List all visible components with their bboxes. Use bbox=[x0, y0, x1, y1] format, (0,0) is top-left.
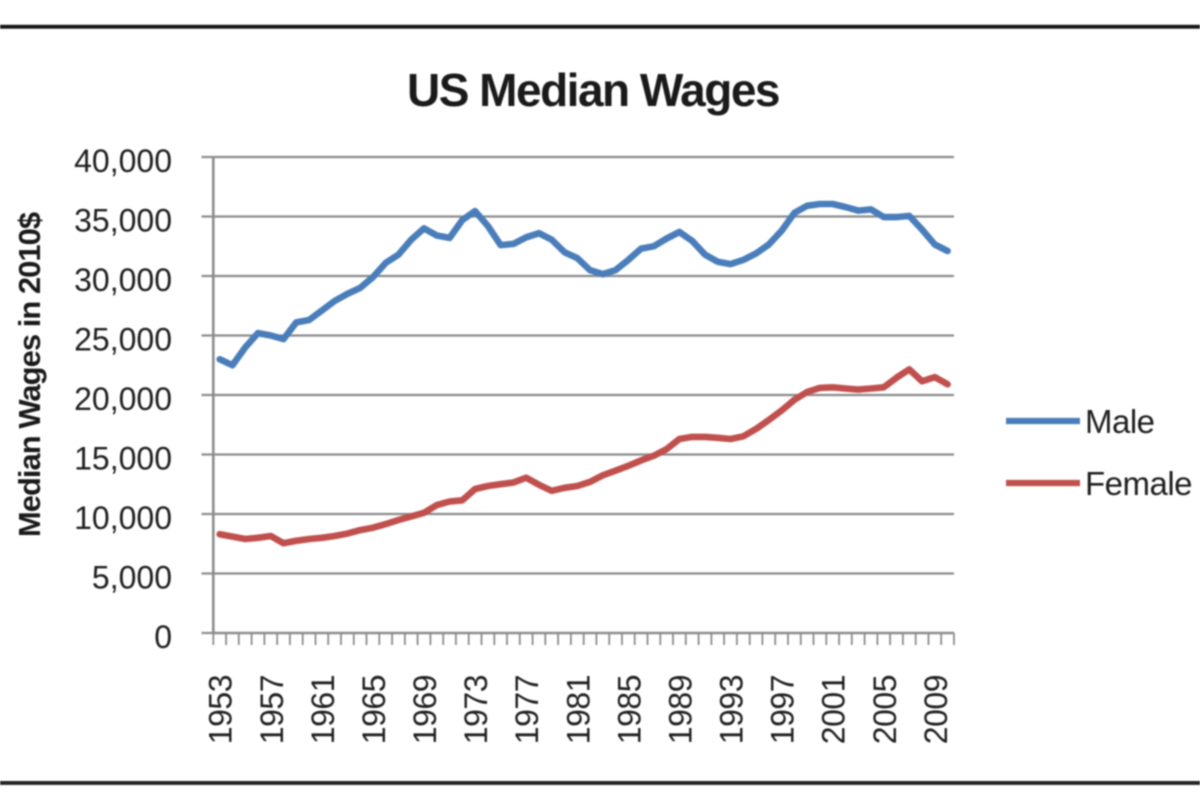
svg-text:35,000: 35,000 bbox=[74, 203, 172, 239]
svg-text:10,000: 10,000 bbox=[74, 500, 172, 536]
svg-text:1993: 1993 bbox=[714, 675, 750, 744]
svg-text:20,000: 20,000 bbox=[74, 381, 172, 417]
svg-text:1981: 1981 bbox=[560, 675, 596, 744]
svg-text:Male: Male bbox=[1085, 403, 1155, 440]
svg-text:1997: 1997 bbox=[765, 675, 801, 744]
svg-text:1957: 1957 bbox=[254, 675, 290, 744]
svg-text:2001: 2001 bbox=[816, 675, 852, 744]
svg-text:30,000: 30,000 bbox=[74, 262, 172, 298]
svg-text:1989: 1989 bbox=[662, 675, 698, 744]
svg-text:2009: 2009 bbox=[918, 675, 954, 744]
svg-text:US Median Wages: US Median Wages bbox=[407, 64, 779, 116]
svg-text:5,000: 5,000 bbox=[92, 560, 172, 596]
svg-text:0: 0 bbox=[154, 619, 172, 655]
svg-text:1965: 1965 bbox=[356, 675, 392, 744]
svg-text:Median Wages in 2010$: Median Wages in 2010$ bbox=[12, 212, 47, 537]
svg-text:1953: 1953 bbox=[203, 675, 239, 744]
svg-text:1977: 1977 bbox=[509, 675, 545, 744]
svg-text:1969: 1969 bbox=[407, 675, 443, 744]
svg-text:2005: 2005 bbox=[867, 675, 903, 744]
svg-text:Female: Female bbox=[1085, 465, 1192, 502]
svg-text:1973: 1973 bbox=[458, 675, 494, 744]
svg-text:25,000: 25,000 bbox=[74, 322, 172, 358]
svg-text:15,000: 15,000 bbox=[74, 441, 172, 477]
svg-text:40,000: 40,000 bbox=[74, 143, 172, 179]
svg-text:1961: 1961 bbox=[305, 675, 341, 744]
svg-text:1985: 1985 bbox=[611, 675, 647, 744]
